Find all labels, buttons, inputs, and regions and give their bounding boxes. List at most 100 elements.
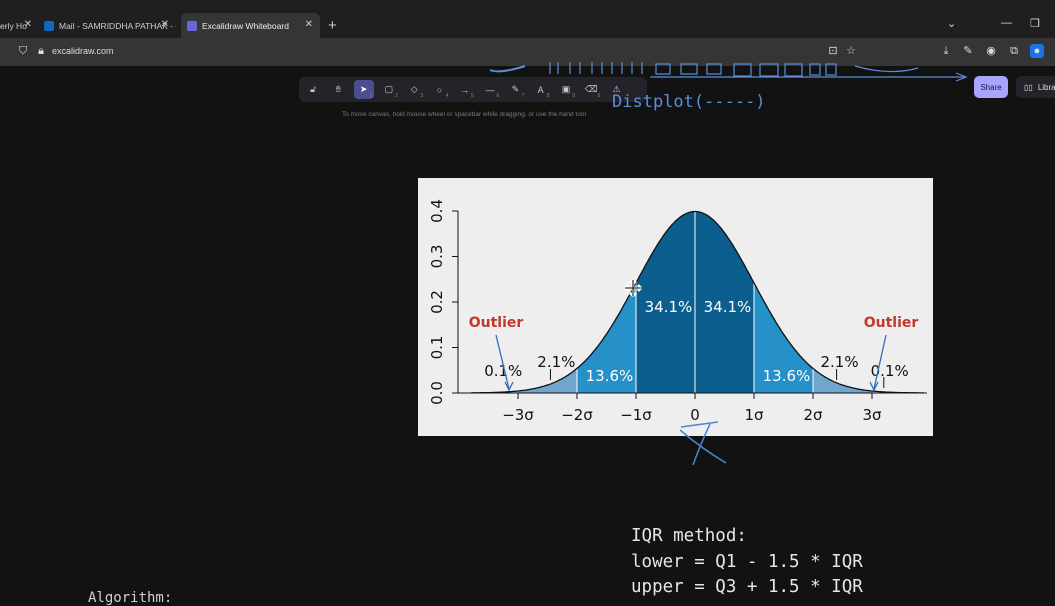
tab-search-icon[interactable]: ⌄ xyxy=(947,18,957,30)
iqr-title: IQR method: xyxy=(631,526,747,546)
new-tab-button[interactable]: + xyxy=(328,17,337,34)
rectangle-icon: ▢ xyxy=(384,84,394,94)
shapes-icon: ⚠ xyxy=(612,84,621,94)
minimize-icon[interactable]: — xyxy=(1001,17,1012,29)
tool-shortcut: 3 xyxy=(420,93,424,99)
algorithm-text[interactable]: Algorithm: xyxy=(88,590,173,606)
diamond-icon: ◇ xyxy=(410,84,418,94)
outlier-arrow-right xyxy=(873,334,887,390)
y-tick-label: 0.2 xyxy=(428,290,446,314)
partial-sketch-drawing xyxy=(489,62,968,82)
normal-distribution-image[interactable]: 0.0 0.1 0.2 0.3 0.4 −3σ −2σ −1σ 0 1σ 2σ 3σ 34.1% 34.1… xyxy=(418,178,933,436)
tool-diamond[interactable]: ◇ 3 xyxy=(404,80,424,99)
tab-label: erly Ho xyxy=(0,20,27,31)
iqr-lower: lower = Q1 - 1.5 * IQR xyxy=(631,551,863,572)
tool-selection[interactable]: ➤ 1 xyxy=(353,80,374,99)
profile-icon[interactable]: ● xyxy=(1030,44,1044,58)
x-tick-label: −1σ xyxy=(620,406,652,424)
image-icon: ▣ xyxy=(561,84,571,94)
library-icon: ▯▯ xyxy=(1024,82,1033,92)
tool-line[interactable]: —6 xyxy=(480,80,500,100)
tool-ellipse[interactable]: ○ 4 xyxy=(430,80,450,100)
lock-icon: 🔒︎ xyxy=(38,45,44,57)
region-label-0-left: 0.1% xyxy=(484,362,522,380)
region-label-2-left: 2.1% xyxy=(537,353,575,371)
x-tick-label: −2σ xyxy=(561,406,593,424)
x-tick-label: 0 xyxy=(690,406,700,424)
shield-icon[interactable]: ⛉ xyxy=(18,45,28,57)
download-icon[interactable]: ⤓ xyxy=(943,45,949,57)
excalidraw-icon xyxy=(187,20,197,31)
region-5 xyxy=(813,368,872,393)
normal-distribution-chart: 0.0 0.1 0.2 0.3 0.4 −3σ −2σ −1σ 0 1σ 2σ 3σ 34.1% 34.1… xyxy=(428,199,927,424)
tab-label: Mail - SAMRIDDHA PATHAK - O xyxy=(59,20,176,31)
tool-shortcut: 7 xyxy=(521,93,525,99)
tab-1[interactable]: Mail - SAMRIDDHA PATHAK - O ✕ xyxy=(44,13,176,38)
browser-tab-bar: erly Ho ✕ Mail - SAMRIDDHA PATHAK - O ✕ … xyxy=(0,0,1055,38)
region-label-34-right: 34.1% xyxy=(704,298,752,316)
close-icon[interactable]: ✕ xyxy=(304,19,313,30)
toolbar-hint: To move canvas, hold mouse wheel or spac… xyxy=(342,111,586,118)
tool-shortcut: 5 xyxy=(471,93,474,99)
outlier-arrowhead-right xyxy=(869,381,879,392)
eraser-icon: ⌫ xyxy=(584,84,598,94)
iqr-method-text[interactable]: IQR method: lower = Q1 - 1.5 * IQR upper =… xyxy=(631,524,863,601)
tool-arrow[interactable]: → 5 xyxy=(455,80,475,100)
outlier-label-right: Outlier xyxy=(864,315,919,331)
tool-shortcut: 1 xyxy=(369,93,373,99)
tool-image[interactable]: ▣ 9 xyxy=(556,80,576,99)
line-icon: — xyxy=(485,84,495,95)
tool-lock[interactable]: 🔓︎ xyxy=(303,80,323,99)
tab-2[interactable]: Excalidraw Whiteboard ✕ xyxy=(181,13,320,38)
tool-draw[interactable]: ✎ 7 xyxy=(505,80,525,99)
y-tick-label: 0.4 xyxy=(428,199,446,223)
x-tick-label: 2σ xyxy=(803,406,823,424)
bookmark-star-icon[interactable]: ☆ xyxy=(846,45,856,57)
tool-shortcut: 9 xyxy=(572,93,575,99)
region-label-34-left: 34.1% xyxy=(645,298,693,316)
restore-icon[interactable]: ❐ xyxy=(1030,18,1040,30)
arrow-icon: → xyxy=(460,84,470,95)
x-tick-label: −3σ xyxy=(502,406,534,424)
lock-icon: 🔓︎ xyxy=(310,84,316,94)
extensions-icon[interactable]: ⧉ xyxy=(1010,45,1018,57)
y-tick-label: 0.0 xyxy=(428,381,446,405)
tab-0[interactable]: erly Ho ✕ xyxy=(0,13,38,38)
tool-hand[interactable]: ✋︎ xyxy=(328,80,348,99)
density-curve xyxy=(470,210,924,394)
tool-shortcut: 2 xyxy=(395,93,398,99)
region-label-0-right: 0.1% xyxy=(871,362,909,380)
share-button[interactable]: Share xyxy=(974,76,1008,98)
outlier-arrow-left xyxy=(495,334,510,390)
library-button[interactable]: ▯▯ Library xyxy=(1016,76,1055,98)
outlier-label-left: Outlier xyxy=(469,315,524,331)
tab-label: Excalidraw Whiteboard xyxy=(202,20,289,31)
tool-rectangle[interactable]: ▢ 2 xyxy=(379,80,399,99)
url-field[interactable]: excalidraw.com xyxy=(52,46,114,56)
close-icon[interactable]: ✕ xyxy=(160,19,169,30)
distplot-text[interactable]: Distplot(-----) xyxy=(612,92,766,112)
tool-shortcut: 8 xyxy=(546,93,550,99)
move-cursor-icon xyxy=(624,279,642,297)
y-tick-label: 0.1 xyxy=(428,336,446,360)
tool-more[interactable]: ⚠ xyxy=(607,80,627,99)
x-tick-label: 1σ xyxy=(744,406,764,424)
address-bar: ⛉ 🔒︎ excalidraw.com ⊡ ☆ ⤓ ✎ ◉ ⧉ ● xyxy=(0,38,1055,66)
account-icon[interactable]: ◉ xyxy=(986,45,996,57)
tool-shortcut: 4 xyxy=(445,93,449,99)
tool-eraser[interactable]: ⌫ 0 xyxy=(581,80,601,99)
x-tick-label: 3σ xyxy=(862,406,882,424)
hand-icon: ✋︎ xyxy=(335,84,341,94)
text-icon: A xyxy=(537,84,544,95)
close-icon[interactable]: ✕ xyxy=(23,19,32,30)
tool-shortcut: 0 xyxy=(597,93,601,99)
region-label-2-right: 2.1% xyxy=(820,353,858,371)
y-tick-label: 0.3 xyxy=(428,245,446,269)
region-label-13-right: 13.6% xyxy=(763,367,811,385)
install-app-icon[interactable]: ⊡ xyxy=(828,45,838,57)
ellipse-icon: ○ xyxy=(436,84,443,95)
outlier-arrowhead-left xyxy=(504,381,514,392)
wrench-icon[interactable]: ✎ xyxy=(963,45,973,57)
region-4 xyxy=(518,368,577,393)
